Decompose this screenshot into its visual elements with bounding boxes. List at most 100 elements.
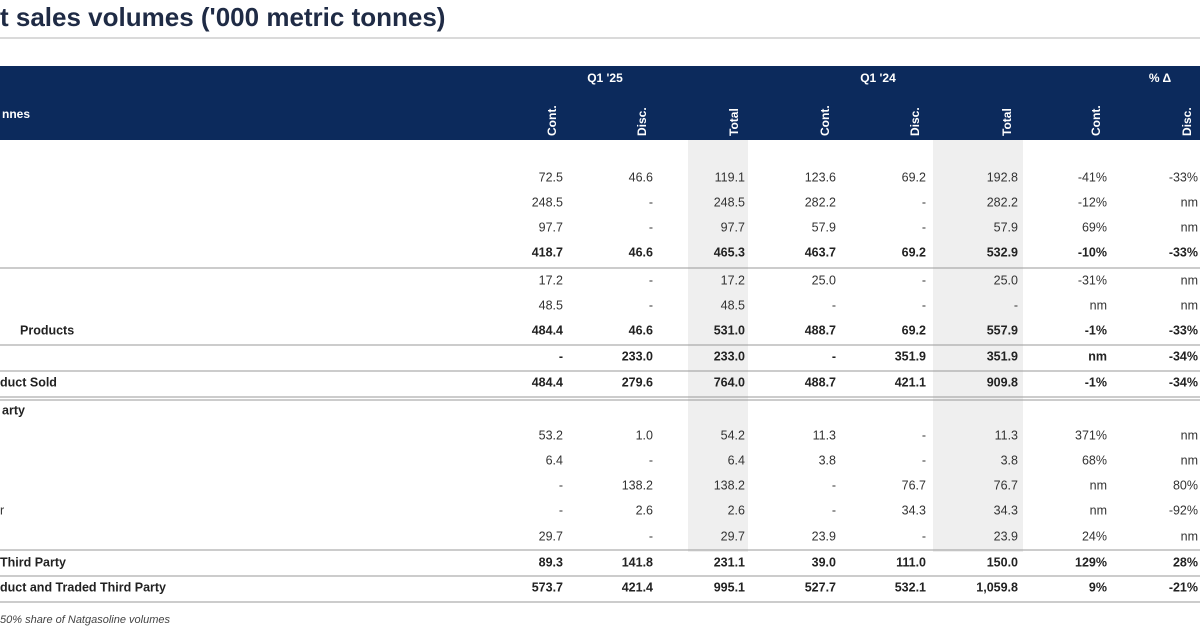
cell: 531.0 [714,323,745,337]
cell: 484.4 [532,323,563,337]
cell: - [832,503,836,517]
row-label: duct Sold [0,375,57,389]
cell: - [649,273,653,287]
row-label: arty [2,403,25,417]
row-label: Products [20,323,74,337]
cell: 34.3 [902,503,926,517]
cell: -12% [1078,195,1107,209]
cell: 129% [1075,555,1107,569]
cell: 532.9 [987,245,1018,259]
cell: 46.6 [629,323,653,337]
cell: nm [1181,220,1198,234]
cell: 9% [1089,580,1107,594]
cell: 3.8 [1001,453,1018,467]
cell: 23.9 [994,529,1018,543]
cell: 17.2 [539,273,563,287]
cell: -33% [1169,170,1198,184]
cell: 573.7 [532,580,563,594]
column-header: Disc. [635,107,649,136]
cell: 233.0 [714,349,745,363]
cell: 80% [1173,478,1198,492]
cell: 25.0 [994,273,1018,287]
cell: 53.2 [539,428,563,442]
cell: - [649,529,653,543]
cell: nm [1181,529,1198,543]
cell: 371% [1075,428,1107,442]
cell: 995.1 [714,580,745,594]
cell: -33% [1169,245,1198,259]
group-header: Q1 '25 [587,71,623,85]
cell: 150.0 [987,555,1018,569]
column-header: Cont. [1089,105,1103,136]
row-header: nnes [2,107,30,121]
cell: 279.6 [622,375,653,389]
row-label: Third Party [0,555,66,569]
cell: 39.0 [812,555,836,569]
cell: 89.3 [539,555,563,569]
cell: 557.9 [987,323,1018,337]
cell: 28% [1173,555,1198,569]
cell: 465.3 [714,245,745,259]
cell: 119.1 [715,170,745,184]
group-header: % Δ [1149,71,1172,85]
cell: 192.8 [987,170,1018,184]
cell: 29.7 [539,529,563,543]
cell: 351.9 [987,349,1018,363]
cell: 351.9 [895,349,926,363]
cell: 11.3 [813,428,836,442]
cell: 138.2 [622,478,653,492]
cell: 111.0 [896,555,926,569]
cell: nm [1090,503,1107,517]
cell: - [922,298,926,312]
column-header: Total [727,108,741,136]
cell: 484.4 [532,375,563,389]
cell: 248.5 [532,195,563,209]
cell: -33% [1169,323,1198,337]
cell: - [649,453,653,467]
cell: - [922,273,926,287]
cell: 248.5 [714,195,745,209]
cell: 97.7 [539,220,563,234]
cell: 54.2 [721,428,745,442]
cell: 69.2 [902,245,926,259]
cell: 48.5 [539,298,563,312]
cell: 24% [1082,529,1107,543]
cell: 76.7 [902,478,926,492]
cell: 418.7 [532,245,563,259]
cell: -1% [1085,375,1107,389]
cell: nm [1090,478,1107,492]
cell: - [832,298,836,312]
cell: -41% [1078,170,1107,184]
cell: -31% [1078,273,1107,287]
cell: nm [1088,349,1107,363]
cell: 23.9 [812,529,836,543]
cell: 34.3 [994,503,1018,517]
cell: 6.4 [728,453,745,467]
row-label: duct and Traded Third Party [0,580,166,594]
cell: 282.2 [987,195,1018,209]
cell: 532.1 [895,580,926,594]
cell: 97.7 [721,220,745,234]
column-header: Total [1000,108,1014,136]
cell: - [922,195,926,209]
cell: - [1014,298,1018,312]
cell: - [559,478,563,492]
title: t sales volumes ('000 metric tonnes) [0,2,445,32]
cell: nm [1181,298,1198,312]
cell: 231.1 [714,555,745,569]
footnote: 50% share of Natgasoline volumes [0,614,170,626]
cell: 488.7 [805,375,836,389]
cell: 29.7 [721,529,745,543]
cell: -92% [1169,503,1198,517]
cell: - [559,503,563,517]
cell: nm [1181,453,1198,467]
total-shade [688,140,748,552]
cell: 527.7 [805,580,836,594]
cell: 69% [1082,220,1107,234]
cell: 421.1 [895,375,926,389]
cell: - [649,195,653,209]
cell: - [922,220,926,234]
cell: 123.6 [805,170,836,184]
cell: 6.4 [546,453,563,467]
